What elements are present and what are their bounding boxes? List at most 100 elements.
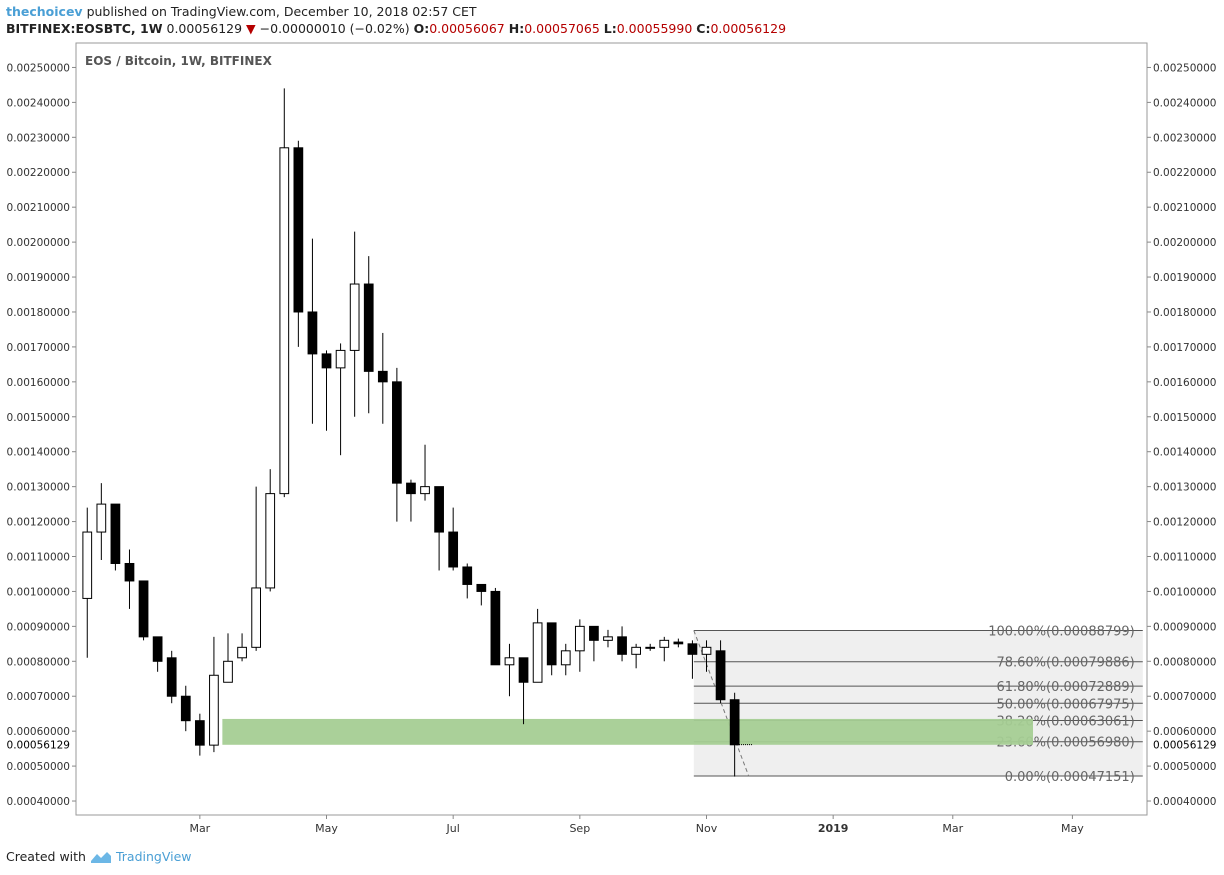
candle-body (377, 370, 388, 383)
fib-level-label: 100.00%(0.00088799) (988, 625, 1135, 640)
y-tick-label-left: 0.00120000 (7, 517, 70, 529)
author-link[interactable]: thechoicev (6, 4, 83, 19)
candle-body (406, 482, 416, 495)
candle (504, 643, 515, 697)
candle (293, 140, 304, 347)
y-tick-label-right: 0.00190000 (1153, 272, 1216, 284)
low-label: L: (603, 21, 617, 36)
candle (645, 643, 656, 651)
candles (82, 88, 740, 777)
candle (546, 622, 557, 676)
candle-body (476, 583, 487, 592)
candle (392, 367, 402, 522)
candle-body (490, 590, 501, 666)
candle-body (82, 531, 93, 599)
open-value: 0.00056067 (429, 21, 505, 36)
candle (265, 469, 276, 592)
y-tick-label-left: 0.00170000 (7, 342, 70, 354)
fibonacci-retracement[interactable]: 100.00%(0.00088799) 78.60%(0.00079886) 61.… (693, 625, 1143, 785)
y-tick-label-right: 0.00110000 (1153, 552, 1216, 564)
y-tick-label-left: 0.00240000 (7, 97, 70, 109)
last-price-marker-right (1149, 737, 1222, 752)
y-tick-label-right: 0.00090000 (1153, 621, 1216, 633)
candle-body (448, 531, 459, 568)
candle (560, 643, 571, 676)
candle (194, 713, 205, 756)
candle (701, 640, 712, 672)
fib-level-label: 78.60%(0.00079886) (996, 656, 1134, 671)
candle (532, 608, 543, 683)
candle-body (589, 625, 599, 641)
y-tick-label-left: 0.00250000 (7, 62, 70, 74)
created-with-text: Created with (6, 849, 86, 864)
candle-body (96, 503, 107, 533)
y-tick-label-left: 0.00160000 (7, 377, 70, 389)
candle-body (237, 646, 247, 659)
x-tick-label: Jul (446, 822, 460, 835)
candle-body (349, 283, 360, 351)
y-tick-label-left: 0.00140000 (7, 447, 70, 459)
candle-body (209, 674, 219, 746)
y-tick-label-left: 0.00220000 (7, 167, 70, 179)
y-tick-label-left: 0.00070000 (7, 691, 70, 703)
y-tick-label-left: 0.00050000 (7, 761, 70, 773)
candle-body (363, 283, 374, 372)
publish-info: thechoicev published on TradingView.com,… (6, 4, 477, 19)
y-tick-label-right: 0.00080000 (1153, 656, 1216, 668)
candle (518, 657, 529, 725)
candle-body (152, 636, 163, 662)
candle-body (462, 566, 473, 585)
candle (490, 587, 501, 666)
candle-body (223, 660, 233, 683)
candle (434, 486, 444, 571)
y-tick-label-right: 0.00140000 (1153, 447, 1216, 459)
close-value: 0.00056129 (710, 21, 787, 36)
candle (574, 619, 585, 672)
candle-body (729, 699, 740, 746)
y-tick-label-left: 0.00150000 (7, 412, 70, 424)
candle-body (687, 643, 698, 655)
candle-body (546, 622, 557, 666)
candle (166, 650, 177, 704)
open-label: O: (413, 21, 430, 36)
candle (715, 640, 726, 704)
support-zone[interactable] (222, 718, 1034, 745)
candle (589, 625, 599, 662)
candle (448, 507, 459, 571)
candle (321, 350, 332, 431)
tradingview-brand-link[interactable]: TradingView (115, 849, 192, 864)
candle-body (251, 587, 262, 648)
candle-body (504, 657, 515, 666)
low-value: 0.00055990 (616, 21, 693, 36)
candle-body (265, 493, 276, 589)
y-tick-label-right: 0.00160000 (1153, 377, 1216, 389)
fib-trend-line[interactable] (693, 630, 750, 777)
candle-body (617, 636, 627, 655)
published-text: published on TradingView.com, December 1… (86, 4, 477, 19)
candle (617, 626, 627, 662)
candle-body (321, 353, 332, 369)
y-tick-label-right: 0.00170000 (1153, 342, 1216, 354)
y-tick-label-left: 0.00110000 (7, 552, 70, 564)
close-label: C: (696, 21, 711, 36)
x-tick-label: May (1061, 822, 1084, 835)
last-price: 0.00056129 (166, 21, 243, 36)
candle-body (659, 639, 670, 648)
candle (223, 633, 233, 683)
down-triangle-icon: ▼ (246, 21, 256, 36)
high-label: H: (508, 21, 525, 36)
candle (462, 563, 473, 599)
candle-body (420, 486, 430, 495)
y-tick-label-right: 0.00250000 (1153, 62, 1216, 74)
y-tick-label-right: 0.00100000 (1153, 586, 1216, 598)
candle-body (307, 311, 318, 355)
candle-body (603, 636, 613, 641)
symbol: BITFINEX:EOSBTC, 1W (6, 21, 163, 36)
candle (659, 636, 670, 662)
candle (335, 343, 346, 456)
y-tick-label-right: 0.00070000 (1153, 691, 1216, 703)
candle (377, 332, 388, 424)
candle (237, 633, 247, 662)
y-tick-label-left: 0.00190000 (7, 272, 70, 284)
